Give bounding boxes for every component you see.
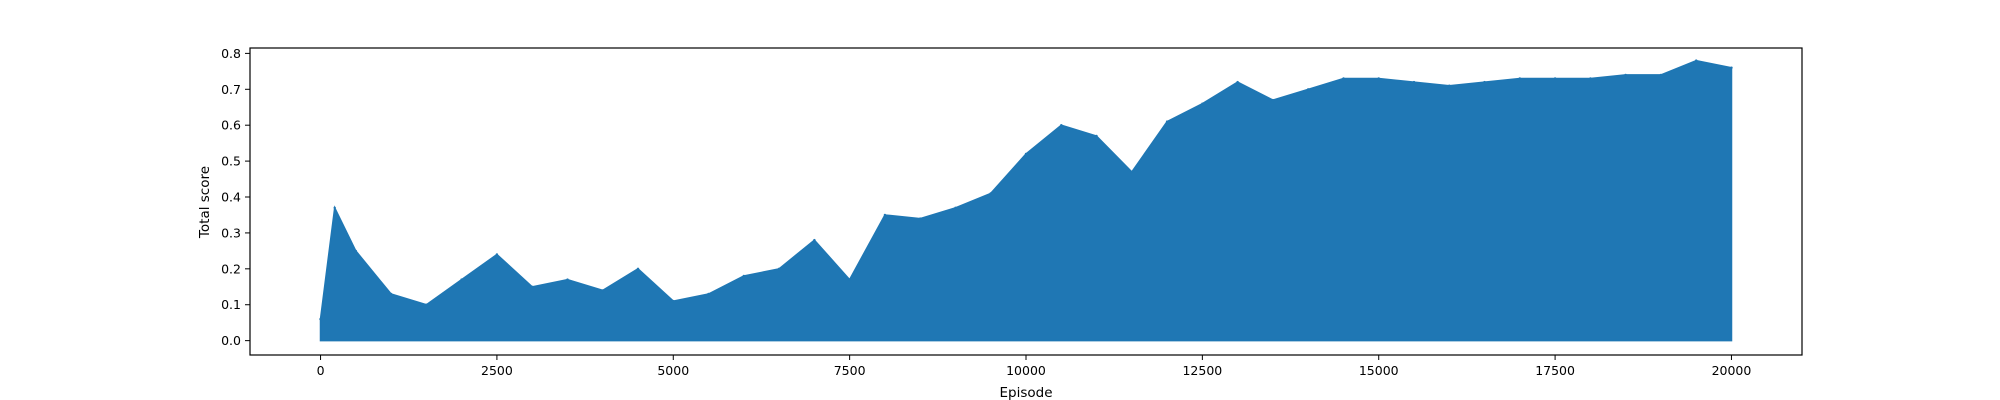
y-tick-label: 0.0 <box>221 333 241 348</box>
x-tick-label: 7500 <box>834 363 866 378</box>
series-0-peak-point <box>1695 59 1698 62</box>
y-tick-label: 0.1 <box>221 297 241 312</box>
series-0-peak-point <box>566 278 569 281</box>
series-0-peak-point <box>1165 120 1169 123</box>
series-0-peak-point <box>1730 66 1733 69</box>
y-tick-label: 0.3 <box>221 225 241 240</box>
series-0-peak-point <box>883 213 887 217</box>
y-tick-label: 0.6 <box>221 118 241 133</box>
series-0-peak-point <box>707 292 710 296</box>
series-0-peak-point <box>460 278 463 281</box>
x-tick-label: 12500 <box>1182 363 1222 378</box>
series-0-peak-point <box>1201 102 1204 105</box>
series-0-peak-point <box>919 217 922 220</box>
series-0-peak-point <box>989 192 992 195</box>
series-0-peak-point <box>531 285 534 288</box>
y-tick-label: 0.8 <box>221 46 241 61</box>
y-tick-label: 0.5 <box>221 154 241 169</box>
series-0-peak-point <box>1236 80 1239 84</box>
series-0-peak-point <box>1342 77 1345 80</box>
x-tick-label: 15000 <box>1359 363 1399 378</box>
series-0-peak-point <box>319 317 322 321</box>
series-0-peak-point <box>601 289 604 292</box>
series-0-peak-point <box>813 238 816 242</box>
series-0-peak-point <box>954 206 957 209</box>
x-tick-label: 20000 <box>1712 363 1752 378</box>
series-0-peak-point <box>1024 152 1028 156</box>
y-tick-label: 0.7 <box>221 82 241 97</box>
series-0-peak-point <box>636 267 640 270</box>
x-tick-label: 17500 <box>1535 363 1575 378</box>
y-axis-label: Total score <box>197 166 213 239</box>
y-tick-label: 0.4 <box>221 190 241 205</box>
series-0-peak-point <box>1483 80 1486 84</box>
y-axis-ticks: 0.0 0.1 0.2 0.3 0.4 0.5 0.6 0.7 0.8 <box>221 46 250 348</box>
x-tick-label: 2500 <box>481 363 513 378</box>
x-tick-label: 5000 <box>657 363 689 378</box>
x-axis-ticks: 0 2500 5000 7500 10000 12500 15000 17500 20000 <box>317 355 1752 378</box>
y-tick-label: 0.2 <box>221 261 241 276</box>
series-0-peak-point <box>672 299 675 303</box>
series-0-peak-point <box>425 303 428 306</box>
series-0-peak-point <box>1553 77 1557 80</box>
series-layer <box>319 59 1733 342</box>
series-0-peak-point <box>1518 77 1522 80</box>
x-tick-label: 0 <box>317 363 325 378</box>
series-0-peak-point <box>742 274 745 278</box>
series-0-peak-point <box>1130 170 1134 174</box>
x-tick-label: 10000 <box>1006 363 1046 378</box>
series-0-peak-point <box>333 206 336 209</box>
series-0-peak-point <box>848 278 851 281</box>
series-0-peak-point <box>495 253 499 256</box>
series-0-peak-point <box>389 292 393 296</box>
series-0-peak-point <box>1060 124 1063 127</box>
series-0-peak-point <box>777 267 781 270</box>
series-0-peak-point <box>1307 88 1310 91</box>
series-0-peak-point <box>1659 73 1663 77</box>
series-0-peak-point <box>1377 77 1380 80</box>
series-0-peak-point <box>1624 73 1627 77</box>
series-0-peak-point <box>354 249 357 253</box>
x-axis-label: Episode <box>999 385 1052 400</box>
series-0-peak-point <box>1589 77 1592 80</box>
series-0-peak-point <box>1271 98 1275 102</box>
series-0-peak-point <box>1448 84 1451 87</box>
series-0-peak-point <box>1095 134 1098 138</box>
series-0-peak-point <box>1412 80 1416 84</box>
